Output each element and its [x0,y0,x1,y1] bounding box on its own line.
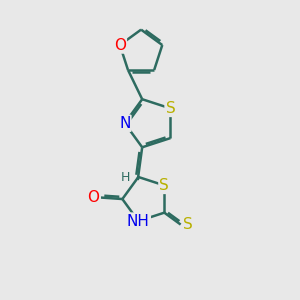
Text: O: O [88,190,100,205]
Text: S: S [159,178,169,193]
Text: H: H [121,171,130,184]
Text: N: N [119,116,130,131]
Text: S: S [166,101,175,116]
Text: O: O [114,38,126,52]
Text: NH: NH [127,214,150,229]
Text: S: S [183,217,193,232]
